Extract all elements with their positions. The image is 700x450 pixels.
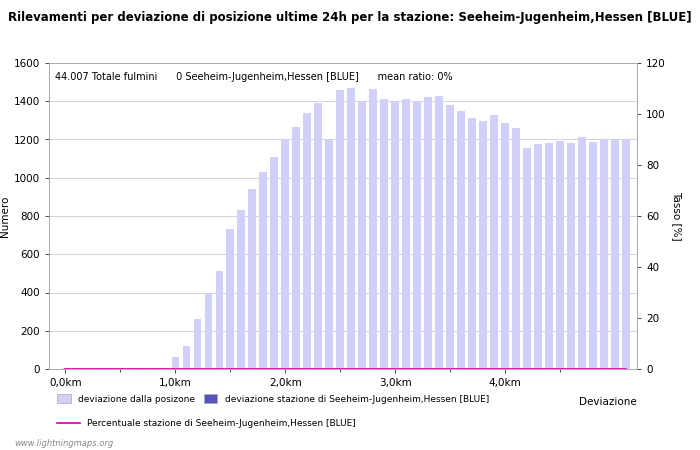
Text: Rilevamenti per deviazione di posizione ultime 24h per la stazione: Seeheim-Juge: Rilevamenti per deviazione di posizione … [8, 11, 692, 24]
Bar [391, 101, 399, 369]
Text: www.lightningmaps.org: www.lightningmaps.org [14, 439, 113, 448]
Bar [326, 140, 333, 369]
Bar [457, 111, 465, 369]
Bar [293, 127, 300, 369]
Bar [260, 172, 267, 369]
Bar [567, 143, 575, 369]
Bar [237, 210, 245, 369]
Bar [281, 140, 289, 369]
Bar [358, 101, 366, 369]
Bar [545, 143, 553, 369]
Bar [589, 142, 597, 369]
Bar [183, 346, 190, 369]
Bar [380, 99, 388, 369]
Bar [314, 103, 322, 369]
Bar [556, 141, 564, 369]
Text: Deviazione: Deviazione [580, 396, 637, 406]
Y-axis label: Numero: Numero [0, 195, 10, 237]
Bar [413, 101, 421, 369]
Bar [501, 123, 509, 369]
Bar [216, 271, 223, 369]
Bar [204, 292, 212, 369]
Bar [534, 144, 542, 369]
Bar [622, 140, 630, 369]
Bar [578, 137, 586, 369]
Bar [512, 128, 520, 369]
Bar [435, 95, 443, 369]
Bar [248, 189, 256, 369]
Bar [468, 118, 476, 369]
Bar [490, 115, 498, 369]
Bar [611, 139, 619, 369]
Text: 44.007 Totale fulmini      0 Seeheim-Jugenheim,Hessen [BLUE]      mean ratio: 0%: 44.007 Totale fulmini 0 Seeheim-Jugenhei… [55, 72, 452, 82]
Bar [370, 89, 377, 369]
Bar [303, 112, 311, 369]
Bar [402, 99, 410, 369]
Bar [424, 97, 432, 369]
Y-axis label: Tasso [%]: Tasso [%] [673, 191, 682, 241]
Bar [337, 90, 344, 369]
Bar [172, 356, 179, 369]
Bar [600, 140, 608, 369]
Bar [523, 148, 531, 369]
Bar [480, 122, 487, 369]
Bar [270, 157, 278, 369]
Bar [447, 105, 454, 369]
Bar [347, 88, 355, 369]
Legend: Percentuale stazione di Seeheim-Jugenheim,Hessen [BLUE]: Percentuale stazione di Seeheim-Jugenhei… [53, 416, 359, 432]
Legend: deviazione dalla posizone, deviazione stazione di Seeheim-Jugenheim,Hessen [BLUE: deviazione dalla posizone, deviazione st… [53, 391, 493, 407]
Bar [193, 320, 201, 369]
Bar [227, 230, 235, 369]
